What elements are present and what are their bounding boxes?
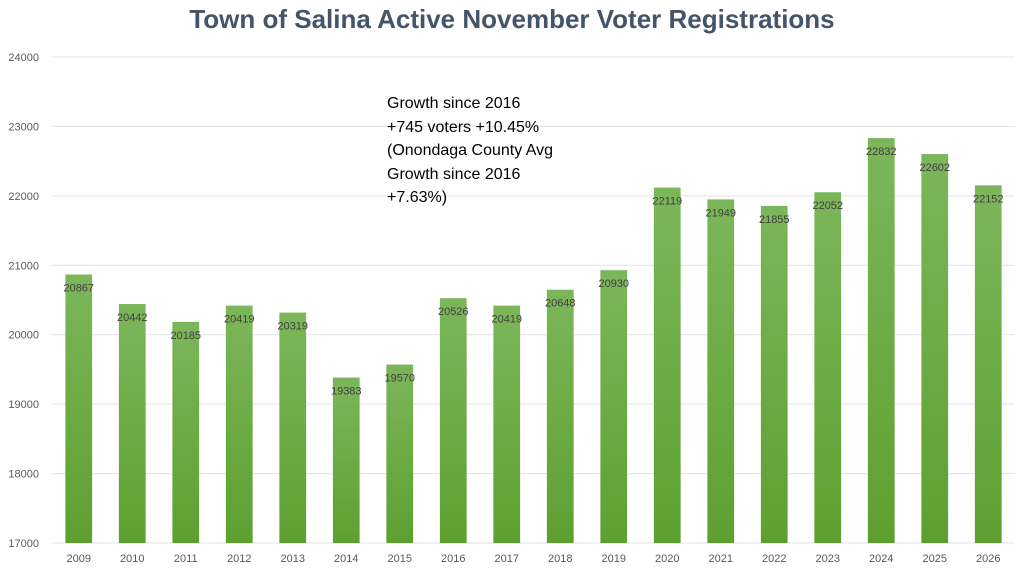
bar-2012 [225,305,253,543]
x-tick-label: 2018 [548,553,572,565]
y-tick-label: 18000 [8,469,39,481]
x-tick-label: 2017 [495,553,519,565]
bar-2019 [600,270,628,543]
x-tick-label: 2022 [762,553,786,565]
x-tick-label: 2021 [709,553,733,565]
bar-2023 [814,192,842,543]
data-label-2023: 22052 [812,200,843,212]
data-label-2011: 20185 [170,330,201,342]
y-tick-label: 19000 [8,399,39,411]
y-tick-label: 22000 [8,191,39,203]
data-label-2009: 20867 [63,283,94,295]
bar-2009 [65,274,93,543]
x-tick-label: 2012 [227,553,251,565]
y-tick-label: 21000 [8,260,39,272]
bar-2024 [867,138,895,543]
x-tick-label: 2010 [120,553,144,565]
data-label-2010: 20442 [117,312,148,324]
data-label-2024: 22832 [866,146,897,158]
bars [65,138,1002,543]
data-label-2021: 21949 [705,207,736,219]
data-label-2019: 20930 [598,278,629,290]
bar-2013 [279,312,307,543]
chart-title: Town of Salina Active November Voter Reg… [189,4,835,34]
data-label-2022: 21855 [759,214,790,226]
bar-2017 [493,305,521,543]
data-label-2012: 20419 [224,314,255,326]
data-label-2014: 19383 [331,386,362,398]
data-label-2013: 20319 [277,321,308,333]
growth-annotation: Growth since 2016 +745 voters +10.45% (O… [387,95,554,206]
x-axis-ticks: 2009 2010 2011 2012 2013 2014 2015 2016 2017 2018… [67,553,1001,565]
gridlines [52,56,1015,544]
x-tick-label: 2026 [976,553,1000,565]
bar-2010 [118,304,146,543]
x-tick-label: 2013 [281,553,305,565]
x-tick-label: 2023 [816,553,840,565]
x-tick-label: 2024 [869,553,893,565]
bar-2018 [546,289,574,543]
y-axis-ticks: 17000 18000 19000 20000 21000 22000 23000 24000 [8,52,39,550]
bar-2020 [653,187,681,543]
bar-2021 [707,199,735,543]
x-tick-label: 2014 [334,553,358,565]
bar-2015 [386,364,414,543]
data-label-2025: 22602 [919,162,950,174]
data-labels: 20867 20442 20185 20419 20319 19383 19570 20526… [63,146,1003,397]
bar-2016 [439,298,467,543]
y-tick-label: 20000 [8,330,39,342]
x-tick-label: 2009 [67,553,91,565]
x-tick-label: 2016 [441,553,465,565]
data-label-2017: 20419 [491,314,522,326]
data-label-2026: 22152 [973,193,1004,205]
x-tick-label: 2019 [602,553,626,565]
x-tick-label: 2020 [655,553,679,565]
bar-2014 [332,377,360,543]
bar-2022 [760,205,788,543]
data-label-2018: 20648 [545,298,576,310]
y-tick-label: 17000 [8,538,39,550]
data-label-2016: 20526 [438,306,469,318]
y-tick-label: 23000 [8,121,39,133]
data-label-2015: 19570 [384,373,415,385]
bar-2011 [172,321,200,543]
data-label-2020: 22119 [652,196,682,208]
x-tick-label: 2011 [174,553,198,565]
x-tick-label: 2015 [388,553,412,565]
bar-2026 [974,185,1002,543]
y-tick-label: 24000 [8,52,39,64]
x-tick-label: 2025 [923,553,947,565]
bar-2025 [921,154,949,543]
